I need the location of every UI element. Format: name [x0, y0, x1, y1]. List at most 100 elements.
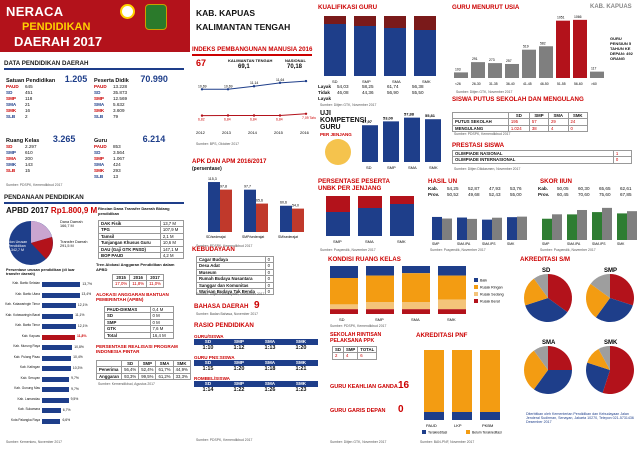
- kebudayaan-cell: 0: [264, 268, 275, 277]
- akred-slice: [525, 298, 568, 322]
- rasio-col: SMK: [295, 381, 307, 386]
- kab-bar-value: 9,7%: [71, 376, 79, 380]
- kab-bar-value: 10,3%: [72, 365, 83, 370]
- akred-slice: [524, 350, 548, 390]
- rasio-value: 1:21: [295, 366, 307, 372]
- pnf-bar-akred: [424, 412, 444, 420]
- ukg-cat: SD: [366, 165, 372, 170]
- skor-bar-prov: [627, 211, 637, 240]
- satuan-row-label: PAUD: [6, 84, 19, 89]
- ipm-point: [226, 88, 230, 91]
- ipm-point: [226, 114, 230, 117]
- kondisi-seg: [402, 302, 430, 310]
- kab-bar: [42, 313, 74, 319]
- rincian-row: DAU (Gaji GTK PNSD) 147,1 M: [98, 245, 185, 254]
- kual-row: Layak 54,03 58,25 61,74 56,38: [318, 84, 446, 90]
- ipm-bot-label: 6,82: [198, 118, 205, 122]
- guru-label: Guru: [94, 138, 108, 144]
- kondisi-seg: [402, 266, 430, 274]
- kual-value: 46,08: [337, 90, 349, 95]
- bantuan-title: ALOKASI ANGGARAN BANTUAN PEMERINTAH (APB…: [96, 292, 169, 302]
- kab-bar-label: Kab. Kotawaringin Timur: [5, 302, 40, 306]
- skor-value: 65,65: [599, 186, 611, 191]
- header-title-2: PENDIDIKAN: [22, 21, 91, 33]
- rincian-cell: 147,1 M: [159, 245, 185, 254]
- pnf-bar-belum: [452, 350, 472, 420]
- kondisi-seg: [402, 309, 430, 314]
- skor-src: Sumber: Puspendik, November 2017: [540, 248, 596, 252]
- ipm-kal-val: 69,1: [238, 64, 250, 70]
- guru-row: SD 3.564: [94, 150, 184, 156]
- divider: [4, 202, 184, 204]
- usia-cat: 51-55: [557, 82, 566, 86]
- apk-bar: [220, 189, 232, 232]
- usia-bar-label: 103: [455, 67, 461, 71]
- kab-bar: [42, 355, 72, 361]
- usia-cat: 31-35: [489, 82, 498, 86]
- kab-bar: [42, 345, 73, 350]
- usia-bar: [505, 63, 519, 78]
- ipm-point: [200, 114, 204, 117]
- kondisi-legend: Rusak Sedang: [480, 293, 504, 297]
- ipm-year: 2015: [274, 130, 284, 134]
- usia-src: Sumber: Ditjen GTK, November 2017: [456, 90, 513, 94]
- akred-slice: [533, 274, 548, 298]
- kondisi-seg: [402, 273, 430, 302]
- kondisi-seg: [330, 304, 358, 310]
- hasilun-bar-prov: [517, 216, 527, 240]
- satuan-row-label: SD: [6, 90, 13, 95]
- kab-bar: [42, 282, 81, 287]
- peserta-row-value: 12.569: [113, 96, 128, 101]
- hasilun-cat: SMA IPA: [457, 242, 471, 246]
- guru-row: PAUD 853: [94, 144, 184, 150]
- satuan-row-value: 451: [25, 90, 33, 95]
- usia-bar-label: 117: [591, 67, 597, 71]
- putus-src: Sumber: PDSPK, Kemendikbud 2017: [454, 132, 511, 136]
- rasio-row: 1:14 1:22 1:26 1:23: [194, 387, 318, 393]
- akred-slice: [602, 346, 634, 394]
- rasio-block: GURU/SISWA SD SMP SMA SMK 1:10 1:12 1:13 1:20 GUR…: [194, 330, 318, 393]
- bantuan-table: PAUD-DIKMAS 0,4 M SD 0 M SMP 0 M GTK 7,6 M Total…: [104, 305, 175, 340]
- kab-bar-value: 13,4%: [81, 292, 92, 296]
- bantuan-cell: 0,4 M: [149, 305, 175, 314]
- prestasi-table: OLIMPIADE NASIONAL 1 OLIMPIADE INTERNASION…: [452, 149, 633, 164]
- kelas-label: Ruang Kelas: [6, 138, 40, 144]
- ipm-kab-val: 67: [196, 58, 207, 68]
- rincian-row: BOP PAUD 4,2 M: [98, 251, 185, 260]
- pnf-cat: PAUD: [426, 423, 437, 428]
- hasilun-bar-kab: [507, 217, 517, 240]
- akred-slice: [533, 346, 548, 370]
- ukg-cat: SMP: [387, 165, 396, 170]
- ipm-top-label: 10,69: [198, 84, 207, 88]
- kab-bar-row: Kab. Pulang Pisau 10,4%: [4, 354, 94, 365]
- rincian-cell: BOP PAUD: [98, 251, 161, 260]
- peserta-row: SMA 5.632: [94, 102, 184, 108]
- akred-slice: [610, 274, 634, 306]
- apk-src: Sumber: PDSPK, Kemendikbud 2017: [196, 244, 253, 248]
- guru-row-value: 424: [113, 162, 121, 167]
- kab-bar-value: 10,4%: [73, 355, 83, 359]
- header-title-1: NERACA: [6, 4, 64, 19]
- kebudayaan-cell: 0: [264, 262, 275, 270]
- realisasi-cell: 52,4%: [138, 366, 157, 374]
- akred-chart: SD SMP SMA SMK: [524, 268, 634, 394]
- kondisi-seg: [438, 309, 466, 314]
- peserta-row-value: 35.873: [113, 90, 128, 95]
- daerah-title: GURU GARIS DEPAN: [330, 408, 386, 414]
- kab-bar-label: Kab. Barito Selatan: [12, 281, 40, 285]
- ipm-point: [278, 114, 282, 117]
- ipm-year: 2012: [196, 130, 206, 134]
- kelas-row-label: SLB: [6, 168, 16, 173]
- pie-slice-dana-daerah: [31, 221, 52, 243]
- rasio-col: SD: [204, 339, 212, 344]
- skor-bar-prov: [552, 214, 562, 240]
- apk-bar-label: 115,3: [208, 177, 217, 181]
- prestasi-cell: 0: [612, 156, 633, 164]
- rasio-src: Sumber: PDSPK, Kemendikbud 2017: [196, 438, 253, 442]
- usia-cat: >60: [591, 82, 597, 86]
- rincian-row: DAK Fisik 13,7 M: [98, 219, 185, 228]
- ipm-point: [252, 114, 256, 117]
- peserta-row: SMK 3.609: [94, 108, 184, 114]
- kebudayaan-cell: 0: [264, 287, 275, 296]
- peserta-row-value: 3.609: [113, 108, 125, 113]
